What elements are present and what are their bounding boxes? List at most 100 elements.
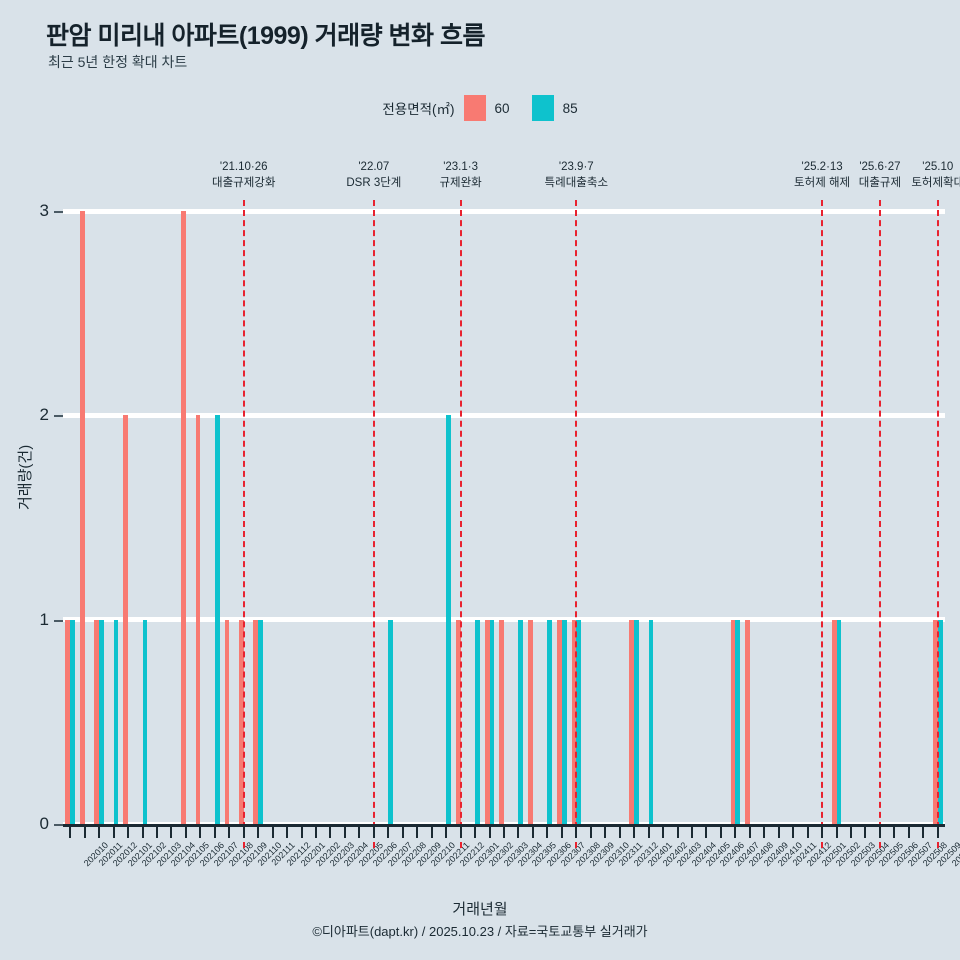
x-tick-mark [503,827,505,838]
event-text: 특례대출축소 [544,177,609,189]
x-tick-mark [127,827,130,838]
x-tick-mark [575,827,578,838]
bar-60-202309[interactable] [571,619,577,824]
event-text: 규제완화 [439,177,482,189]
bar-85-202307[interactable] [547,619,553,824]
x-tick-mark [806,827,809,838]
bar-85-202108[interactable] [214,415,220,824]
x-tick-mark [878,827,881,838]
bar-85-202510[interactable] [937,619,943,824]
y-axis-label: 거래량(건) [17,444,34,510]
x-tick-mark [546,827,549,838]
bar-60-202408[interactable] [730,619,736,824]
bar-85-202111[interactable] [258,619,263,824]
bar-85-202101[interactable] [113,619,119,824]
bar-85-202402[interactable] [648,619,654,824]
x-tick-mark [430,827,433,838]
x-tick-mark [315,827,318,838]
legend-label-85: 85 [562,100,578,116]
x-tick-mark [850,827,853,838]
bar-85-202208[interactable] [388,619,394,824]
y-tick-label: 0 [39,814,49,833]
event-line-202502 [821,200,825,848]
x-tick-mark [170,827,173,838]
legend-title: 전용면적(㎡) [382,102,455,117]
bar-60-202401[interactable] [629,619,635,824]
y-tick-mark [54,211,63,213]
bar-85-202103[interactable] [142,619,148,824]
x-tick-mark [69,827,72,838]
x-tick-mark [517,827,520,838]
x-tick-mark [618,827,621,838]
x-tick-mark [777,827,780,838]
gridline [63,208,945,214]
bar-85-202308[interactable] [561,619,567,824]
bar-60-202409[interactable] [745,619,750,824]
bar-60-202110[interactable] [238,619,244,824]
bar-60-202301[interactable] [455,619,461,824]
bar-85-202010[interactable] [70,619,75,824]
x-tick-mark [358,827,361,838]
event-date: '23.1·3 [443,161,479,173]
y-tick-label: 2 [39,405,49,425]
legend-label-60: 60 [494,100,510,116]
x-tick-mark [763,827,766,838]
bar-85-202302[interactable] [475,619,480,824]
x-tick-mark [922,827,925,838]
y-tick-mark [54,824,63,826]
bar-85-202401[interactable] [634,619,639,824]
x-tick-mark [445,827,448,838]
bar-85-202408[interactable] [735,619,741,824]
bar-60-202107[interactable] [195,415,201,824]
event-line-202506 [878,200,883,848]
bar-60-202102[interactable] [123,415,129,824]
x-tick-mark [271,827,274,838]
gridline [63,412,945,418]
x-tick-mark [228,827,231,838]
legend-swatch-60 [463,95,486,121]
bar-85-202212[interactable] [446,415,451,824]
x-tick-mark [907,827,910,838]
bar-60-202111[interactable] [253,619,259,824]
x-tick-mark [647,827,650,838]
bar-60-202304[interactable] [499,619,504,824]
bar-60-202109[interactable] [224,619,230,824]
bar-60-202010[interactable] [65,619,71,824]
bar-60-202012[interactable] [94,619,100,824]
x-tick-mark [257,827,260,838]
bar-60-202510[interactable] [932,619,938,824]
event-date: '22.07 [358,161,390,173]
bar-60-202303[interactable] [484,619,490,824]
x-axis-label: 거래년월 [452,901,508,918]
bar-85-202012[interactable] [99,619,104,824]
bar-85-202305[interactable] [518,619,524,824]
x-tick-mark [155,827,158,838]
event-date: '25.6·27 [859,161,901,173]
bar-60-202011[interactable] [79,211,85,824]
footer-credit: ©디아파트(dapt.kr) / 2025.10.23 / 자료=국토교통부 실… [312,924,648,939]
x-tick-mark [141,827,144,838]
bar-85-202309[interactable] [576,619,582,824]
x-tick-mark [690,827,693,838]
x-tick-mark [936,827,939,838]
x-tick-mark [662,827,665,838]
event-date: '23.9·7 [558,161,594,173]
event-text: 토허제확대 [911,177,960,189]
bar-60-202306[interactable] [528,619,533,824]
x-tick-mark [286,827,289,838]
page-title: 판암 미리내 아파트(1999) 거래량 변화 흐름 [46,22,486,50]
event-label-202506: '25.6·27 대출규제 [859,160,901,191]
x-axis [63,824,945,838]
bar-85-202503[interactable] [836,619,842,824]
event-line-202110 [242,200,247,848]
legend-swatch-85 [531,95,554,121]
bar-60-202308[interactable] [557,619,562,824]
x-tick-mark [474,827,477,838]
x-tick-mark [112,827,115,838]
gridline [63,617,945,623]
bar-60-202503[interactable] [831,619,837,824]
bar-85-202303[interactable] [489,619,495,824]
bar-60-202106[interactable] [181,211,186,824]
event-label-202110: '21.10·26 대출규제강화 [212,160,275,191]
